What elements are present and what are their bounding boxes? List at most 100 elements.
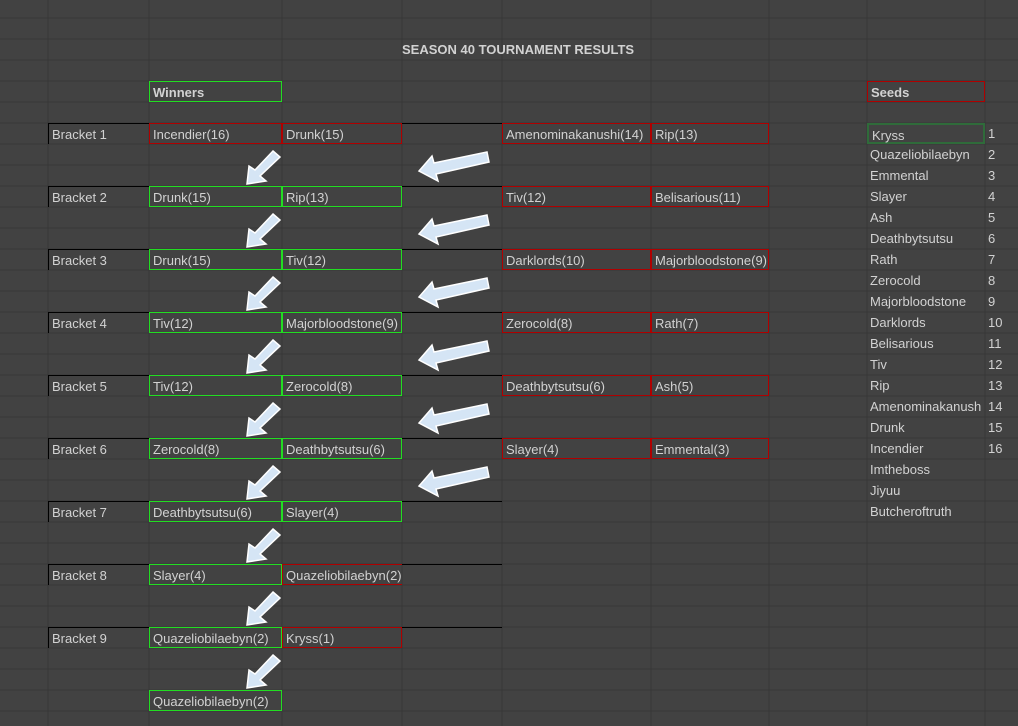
seed-number[interactable] (985, 480, 1018, 501)
seed-number[interactable]: 15 (988, 420, 1003, 435)
winner-bracket-cell[interactable]: Incendier(16) (149, 123, 282, 144)
winner-bracket-cell[interactable]: Slayer(4) (149, 564, 282, 585)
seed-number[interactable]: 1 (988, 126, 996, 141)
page-title: SEASON 40 TOURNAMENT RESULTS (402, 42, 635, 57)
seed-name[interactable]: Darklords (870, 315, 926, 330)
seed-name[interactable]: Deathbytsutsu (870, 231, 954, 246)
seed-number[interactable]: 16 (988, 441, 1003, 456)
seed-number[interactable]: 8 (988, 273, 996, 288)
loser-bracket-cell[interactable]: Darklords(10) (502, 249, 651, 270)
seed-name[interactable]: Belisarious (870, 336, 934, 351)
seed-name[interactable]: Zerocold (870, 273, 921, 288)
seed-name[interactable]: Incendier (870, 441, 924, 456)
seed-name[interactable]: Kryss (867, 123, 985, 144)
bracket-spacer (402, 627, 502, 648)
winner-bracket-cell[interactable]: Drunk(15) (282, 123, 402, 144)
seed-name[interactable]: Butcheroftruth (870, 504, 952, 519)
seed-number[interactable]: 4 (988, 189, 996, 204)
seed-name[interactable]: Slayer (870, 189, 907, 204)
winner-bracket-cell[interactable]: Kryss(1) (282, 627, 402, 648)
loser-bracket-cell[interactable]: Rip(13) (651, 123, 769, 144)
seed-number[interactable]: 10 (988, 315, 1003, 330)
winner-bracket-cell[interactable]: Rip(13) (282, 186, 402, 207)
winner-bracket-cell[interactable]: Quazeliobilaebyn(2) (282, 564, 402, 585)
seed-number[interactable]: 3 (988, 168, 996, 183)
seed-name[interactable]: Amenominakanush (870, 399, 982, 414)
loser-bracket-cell[interactable]: Slayer(4) (502, 438, 651, 459)
arrow-left-icon (417, 403, 490, 435)
loser-bracket-cell[interactable]: Emmental(3) (651, 438, 769, 459)
seed-number[interactable]: 2 (988, 147, 996, 162)
bracket-label: Bracket 5 (48, 375, 149, 396)
seed-name[interactable]: Emmental (870, 168, 929, 183)
winner-bracket-cell[interactable]: Majorbloodstone(9) (282, 312, 402, 333)
seed-number[interactable]: 5 (988, 210, 996, 225)
bracket-label: Bracket 7 (48, 501, 149, 522)
seed-name[interactable]: Rath (870, 252, 898, 267)
bracket-label: Bracket 9 (48, 627, 149, 648)
arrow-down-left-icon (246, 527, 282, 563)
arrow-down-left-icon (246, 401, 282, 437)
seed-name[interactable]: Rip (870, 378, 890, 393)
arrow-left-icon (417, 151, 490, 183)
loser-bracket-cell[interactable]: Ash(5) (651, 375, 769, 396)
bracket-label: Bracket 6 (48, 438, 149, 459)
seed-number[interactable]: 12 (988, 357, 1003, 372)
loser-bracket-cell[interactable]: Amenominakanushi(14) (502, 123, 651, 144)
bracket-spacer (402, 312, 502, 333)
seeds-header[interactable]: Seeds (867, 81, 985, 102)
seed-number[interactable]: 13 (988, 378, 1003, 393)
champion-cell[interactable]: Quazeliobilaebyn(2) (149, 690, 282, 711)
loser-bracket-cell[interactable]: Tiv(12) (502, 186, 651, 207)
seed-name[interactable]: Tiv (870, 357, 887, 372)
winner-bracket-cell[interactable]: Drunk(15) (149, 249, 282, 270)
bracket-spacer (402, 249, 502, 270)
loser-bracket-cell[interactable]: Deathbytsutsu(6) (502, 375, 651, 396)
winners-header[interactable]: Winners (149, 81, 282, 102)
bracket-spacer (402, 438, 502, 459)
arrow-down-left-icon (246, 149, 282, 185)
loser-bracket-cell[interactable]: Belisarious(11) (651, 186, 769, 207)
winner-bracket-cell[interactable]: Deathbytsutsu(6) (282, 438, 402, 459)
arrow-down-left-icon (246, 653, 282, 689)
seed-name[interactable]: Jiyuu (870, 483, 901, 498)
bracket-label: Bracket 3 (48, 249, 149, 270)
bracket-spacer (402, 186, 502, 207)
seed-number[interactable]: 6 (988, 231, 996, 246)
winner-bracket-cell[interactable]: Zerocold(8) (149, 438, 282, 459)
bracket-spacer (402, 123, 502, 144)
arrow-left-icon (417, 214, 490, 246)
bracket-spacer (402, 375, 502, 396)
seed-number[interactable]: 9 (988, 294, 996, 309)
seed-name[interactable]: Majorbloodstone (870, 294, 967, 309)
arrow-down-left-icon (246, 464, 282, 500)
seed-number[interactable]: 11 (988, 336, 1002, 351)
winner-bracket-cell[interactable]: Zerocold(8) (282, 375, 402, 396)
arrow-down-left-icon (246, 212, 282, 248)
seed-number[interactable]: 7 (988, 252, 996, 267)
arrow-left-icon (417, 277, 490, 309)
arrow-left-icon (417, 466, 490, 498)
winner-bracket-cell[interactable]: Drunk(15) (149, 186, 282, 207)
seed-number[interactable]: 14 (988, 399, 1003, 414)
arrow-left-icon (417, 340, 490, 372)
winner-bracket-cell[interactable]: Quazeliobilaebyn(2) (149, 627, 282, 648)
seed-name[interactable]: Quazeliobilaebyn (870, 147, 970, 162)
seed-name[interactable]: Imtheboss (870, 462, 930, 477)
loser-bracket-cell[interactable]: Rath(7) (651, 312, 769, 333)
seed-number[interactable] (985, 501, 1018, 522)
winner-bracket-cell[interactable]: Deathbytsutsu(6) (149, 501, 282, 522)
seed-name[interactable]: Drunk (870, 420, 905, 435)
seed-name[interactable]: Ash (870, 210, 893, 225)
seed-number[interactable] (985, 459, 1018, 480)
bracket-label: Bracket 2 (48, 186, 149, 207)
winner-bracket-cell[interactable]: Tiv(12) (149, 312, 282, 333)
winner-bracket-cell[interactable]: Tiv(12) (282, 249, 402, 270)
winner-bracket-cell[interactable]: Slayer(4) (282, 501, 402, 522)
bracket-spacer (402, 564, 502, 585)
winner-bracket-cell[interactable]: Tiv(12) (149, 375, 282, 396)
loser-bracket-cell[interactable]: Majorbloodstone(9) (651, 249, 769, 270)
loser-bracket-cell[interactable]: Zerocold(8) (502, 312, 651, 333)
bracket-spacer (402, 501, 502, 522)
